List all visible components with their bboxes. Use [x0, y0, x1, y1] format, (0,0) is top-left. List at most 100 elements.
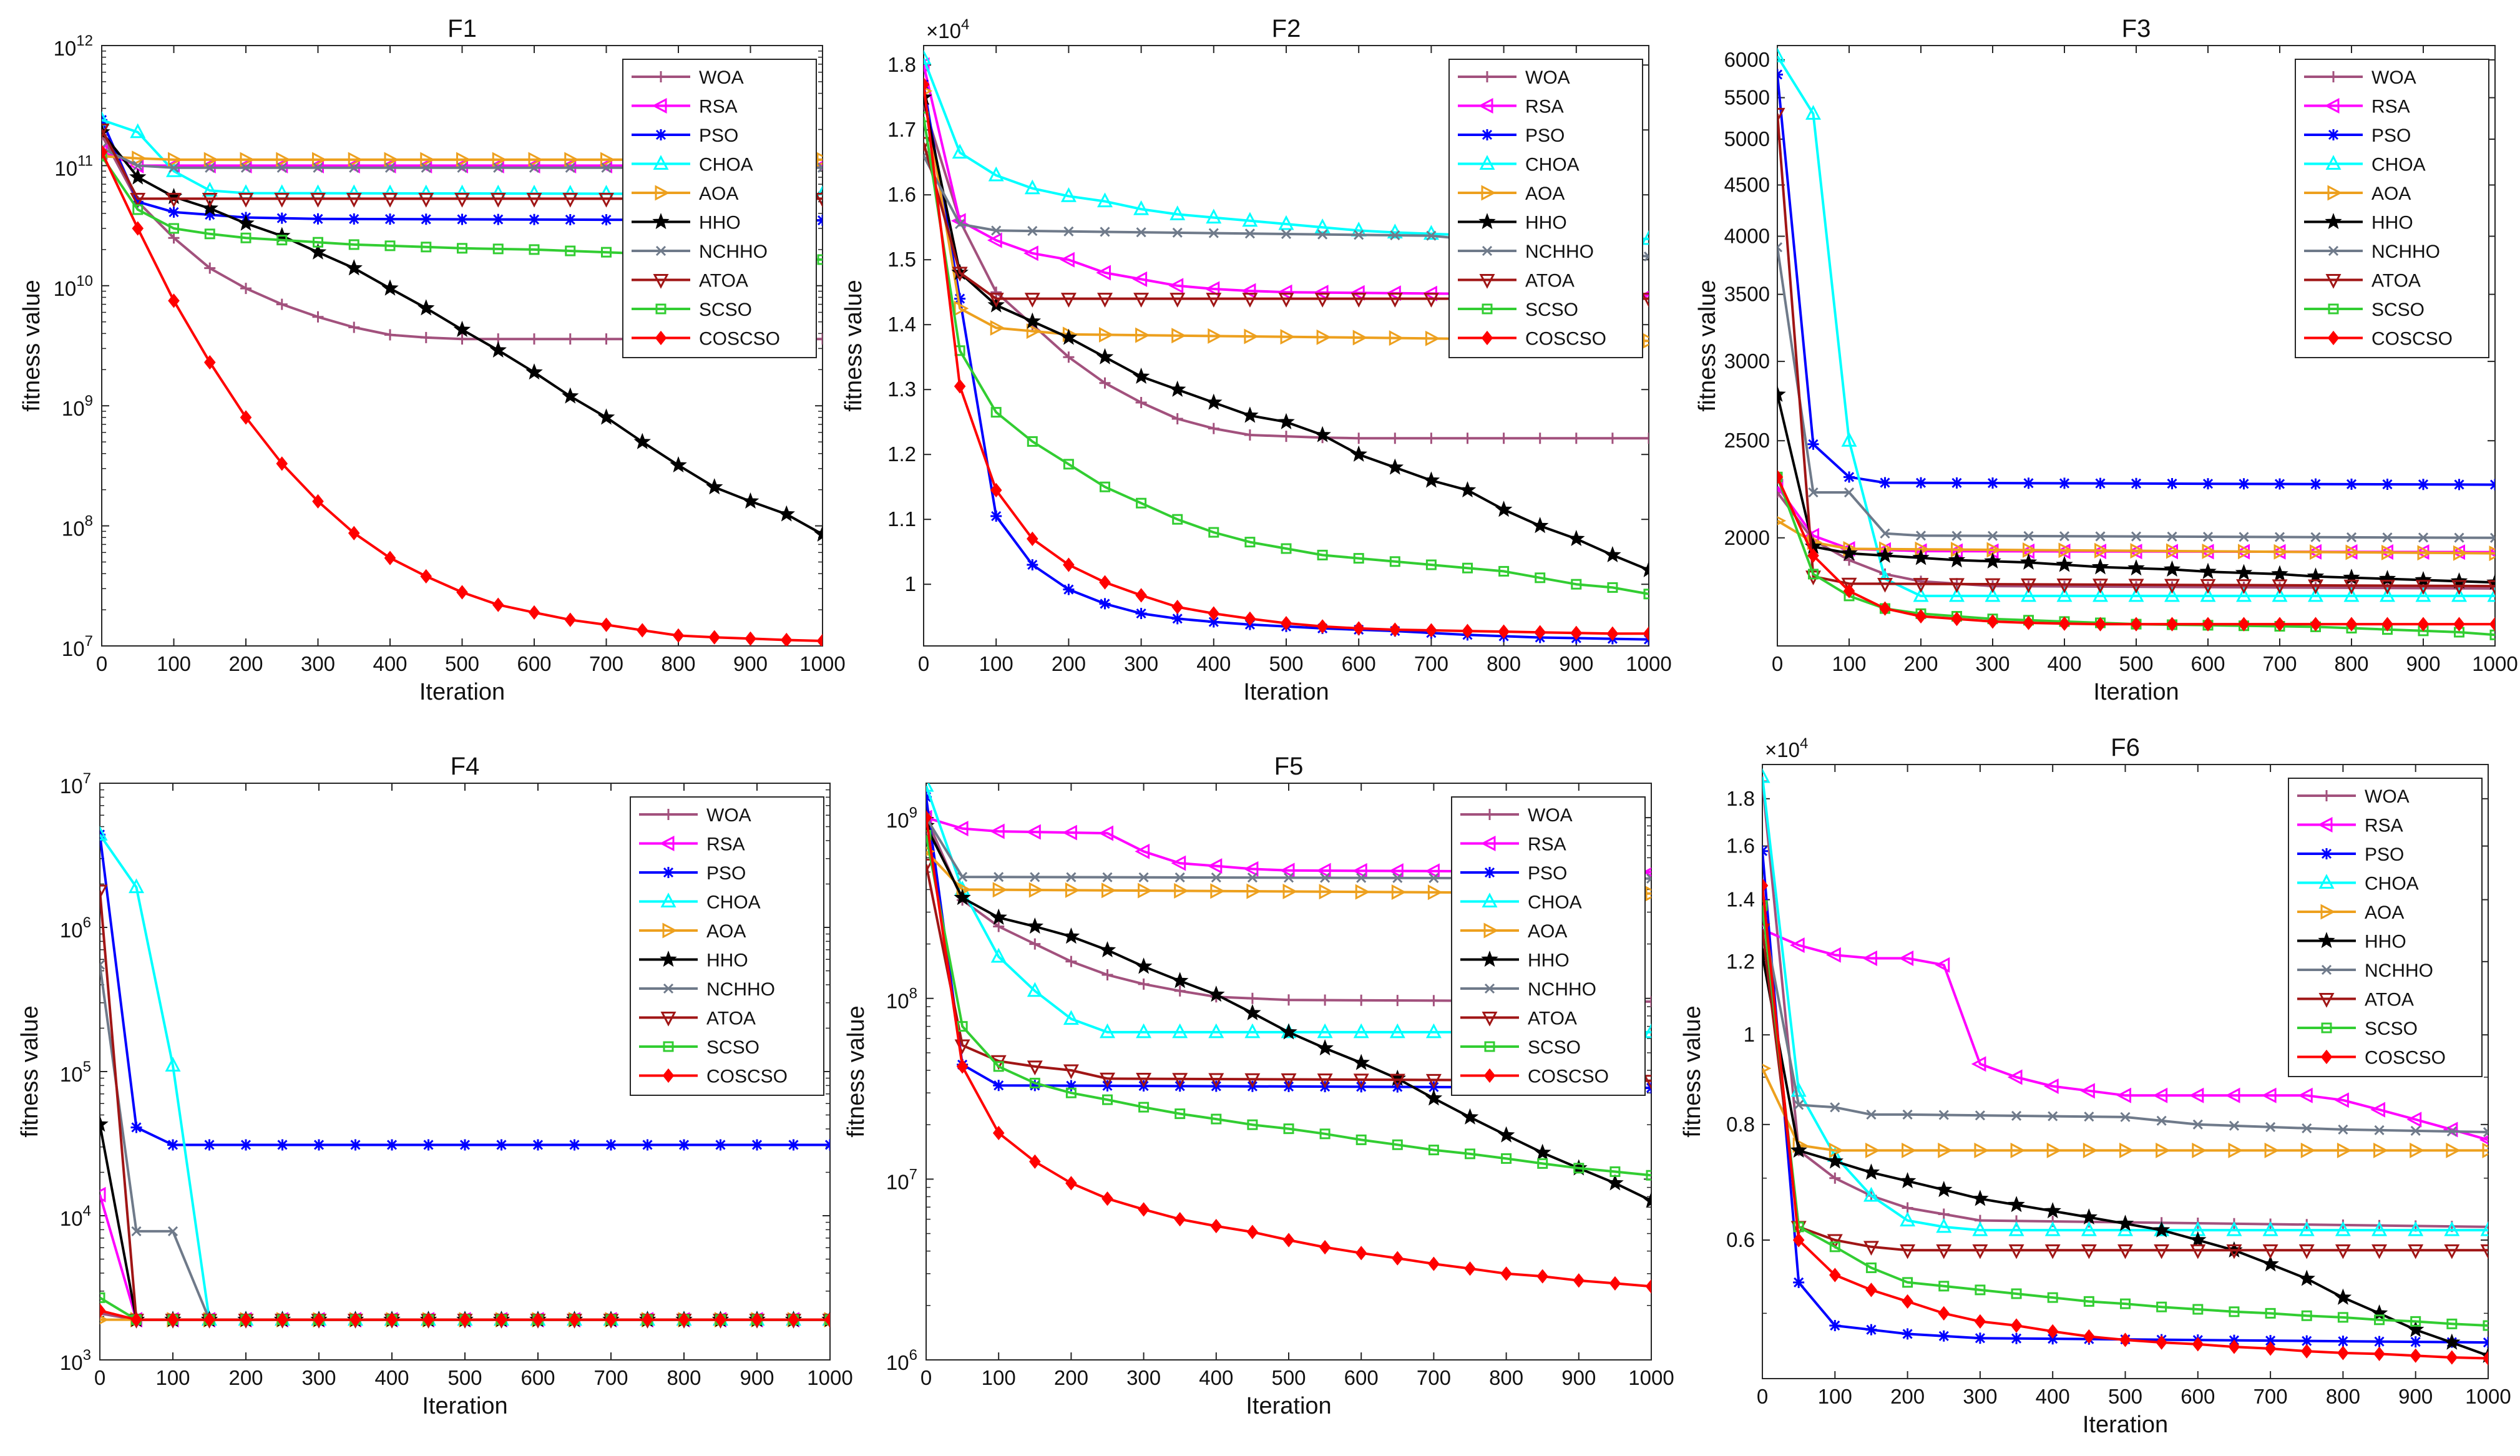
legend-label: SCSO — [1525, 300, 1578, 320]
data-point-PSO — [751, 1139, 763, 1151]
data-point-COSCSO — [384, 550, 396, 565]
legend-marker-SCSO — [1484, 1041, 1495, 1052]
data-point-RSA — [1243, 861, 1259, 877]
data-point-ATOA — [1136, 1072, 1152, 1088]
subplot-F2: F2 0 100 200 300 400 500 600 700 800 900 1000 1 1.1 1.… — [841, 15, 1672, 705]
data-point-NCHHO — [1777, 242, 1783, 253]
data-point-HHO — [1458, 481, 1477, 498]
data-point-CHOA — [1208, 1023, 1224, 1038]
series-HHO — [1762, 945, 2488, 1363]
data-point-SCSO — [2410, 1316, 2421, 1327]
data-point-ATOA — [1389, 1073, 1405, 1089]
data-point-NCHHO — [1247, 872, 1258, 883]
data-point-PSO — [2489, 479, 2495, 491]
y-tick-label: 2000 — [1724, 526, 1770, 549]
legend-label: COSCSO — [2365, 1048, 2446, 1068]
data-point-AOA — [1352, 330, 1368, 346]
data-point-ATOA — [2308, 579, 2323, 595]
subplot-F4: F4 0 100 200 300 400 500 600 700 800 900 1000 103 104… — [17, 753, 853, 1419]
data-point-SCSO — [457, 243, 467, 254]
data-point-RSA — [2225, 1087, 2240, 1103]
data-point-NCHHO — [1211, 872, 1221, 883]
data-point-ATOA — [202, 192, 218, 208]
series-line-SCSO — [926, 834, 1651, 1177]
data-point-COSCSO — [1974, 1314, 1986, 1329]
data-point-COSCSO — [1101, 1191, 1113, 1206]
data-point-HHO — [1790, 1141, 1807, 1158]
data-point-WOA — [1570, 432, 1582, 444]
chart-title: F6 — [2111, 734, 2140, 761]
data-point-COSCSO — [1029, 1154, 1041, 1169]
data-point-HHO — [2334, 1288, 2352, 1305]
x-tick-label: 1000 — [1628, 1366, 1674, 1389]
legend-marker-COSCSO — [2327, 330, 2340, 346]
data-point-PSO — [386, 1139, 398, 1151]
data-point-NCHHO — [1244, 228, 1255, 239]
data-point-HHO — [1826, 1152, 1844, 1169]
data-point-ATOA — [1172, 1073, 1188, 1088]
data-point-NCHHO — [1902, 1109, 1913, 1120]
data-point-NCHHO — [2120, 1112, 2131, 1122]
legend-item-WOA: WOA — [639, 805, 751, 826]
data-point-COSCSO — [386, 1312, 398, 1327]
data-point-NCHHO — [1938, 1110, 1949, 1120]
data-point-SCSO — [204, 228, 215, 240]
data-point-PSO — [2346, 478, 2357, 490]
data-point-PSO — [954, 293, 966, 305]
data-point-COSCSO — [1807, 548, 1819, 563]
data-point-COSCSO — [532, 1312, 544, 1327]
series-NCHHO — [1777, 242, 2495, 543]
data-point-COSCSO — [1246, 1224, 1259, 1239]
data-point-AOA — [992, 882, 1008, 898]
legend-label: PSO — [699, 125, 738, 146]
series-HHO — [1777, 385, 2495, 590]
series-line-SCSO — [1762, 905, 2488, 1327]
x-axis-label: Iteration — [1246, 1393, 1331, 1419]
chart-title: F2 — [1272, 15, 1301, 42]
data-point-HHO — [1350, 445, 1367, 462]
y-tick-label: 107 — [62, 633, 93, 660]
data-point-COSCSO — [992, 1125, 1005, 1141]
series-NCHHO — [1762, 909, 2488, 1138]
data-point-AOA — [132, 150, 147, 167]
data-point-COSCSO — [132, 221, 144, 236]
data-point-SCSO — [1353, 553, 1364, 564]
y-axis-label: fitness value — [1694, 280, 1721, 411]
data-point-HHO — [2262, 1255, 2279, 1272]
data-point-ATOA — [100, 884, 108, 900]
data-point-WOA — [817, 333, 823, 345]
data-point-ATOA — [418, 192, 434, 208]
x-tick-label: 700 — [1417, 1366, 1451, 1389]
data-point-COSCSO — [2373, 1346, 2385, 1361]
legend-marker-SCSO — [2328, 303, 2339, 315]
chart-title: F3 — [2122, 15, 2151, 42]
data-point-AOA — [168, 152, 183, 168]
data-point-PSO — [2410, 1336, 2421, 1348]
data-point-CHOA — [1900, 1211, 1916, 1227]
data-point-CHOA — [988, 166, 1004, 182]
data-point-ATOA — [1877, 577, 1893, 593]
data-point-COSCSO — [1915, 608, 1927, 624]
data-point-RSA — [1062, 824, 1077, 841]
legend-label: HHO — [1525, 213, 1567, 233]
data-point-NCHHO — [994, 872, 1004, 882]
data-point-COSCSO — [1065, 1176, 1077, 1191]
x-tick-label: 100 — [1832, 652, 1866, 675]
data-point-COSCSO — [2264, 1341, 2277, 1356]
data-point-AOA — [1028, 882, 1044, 898]
data-point-WOA — [312, 311, 324, 323]
legend-label: RSA — [699, 97, 738, 117]
data-point-PSO — [204, 209, 216, 221]
data-point-PSO — [1974, 1332, 1986, 1344]
data-point-HHO — [1935, 1180, 1953, 1198]
data-point-NCHHO — [2239, 532, 2249, 542]
data-point-ATOA — [2056, 579, 2073, 594]
data-point-NCHHO — [2192, 1119, 2203, 1130]
data-point-COSCSO — [715, 1312, 726, 1327]
data-point-HHO — [1497, 1126, 1515, 1143]
series-line-ATOA — [1777, 114, 2495, 588]
data-point-COSCSO — [1355, 1246, 1367, 1261]
data-point-COSCSO — [678, 1312, 690, 1327]
legend-label: NCHHO — [699, 242, 768, 262]
data-point-NCHHO — [601, 162, 612, 173]
